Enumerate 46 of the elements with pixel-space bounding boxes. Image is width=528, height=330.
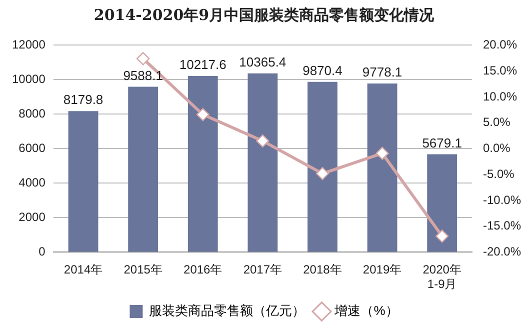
y-tick-label: 6000	[18, 141, 46, 156]
y-tick-label: 4000	[18, 176, 46, 190]
y2-tick-label: -5.0%	[482, 166, 515, 181]
x-tick-label: 2014年	[64, 262, 103, 277]
bar	[308, 82, 338, 252]
y2-tick-label: -10.0%	[482, 192, 522, 207]
chart-title: 2014-2020年9月中国服装类商品零售额变化情况	[92, 6, 436, 25]
point	[196, 108, 210, 122]
legend-label: 服装类商品零售额（亿元）	[149, 303, 306, 318]
bar	[188, 76, 218, 252]
y-tick-label: 0	[38, 244, 46, 259]
data-label: 9778.1	[362, 64, 402, 80]
y2-tick-label: -20.0%	[482, 244, 522, 259]
y2-tick-label: 0.0%	[482, 141, 511, 156]
point	[435, 230, 449, 243]
y2-tick-label: 10.0%	[482, 89, 518, 104]
y2-tick-label: 15.0%	[482, 63, 518, 78]
y-tick-label: 10000	[12, 72, 46, 86]
x-tick-label: 2017年	[243, 262, 282, 277]
data-label: 9588.1	[123, 68, 163, 83]
x-tick-label: 2019年	[362, 262, 402, 277]
bar	[427, 154, 458, 252]
y-tick-label: 8000	[18, 106, 46, 121]
point	[256, 134, 270, 148]
x-tick-label: 2016年	[184, 262, 222, 277]
legend-label: 增速（%）	[334, 303, 398, 318]
y-tick-label: 12000	[12, 38, 46, 52]
x-tick-label: 2018年	[303, 262, 342, 277]
bar	[128, 86, 158, 252]
data-label: 8179.8	[63, 92, 104, 108]
x-tick-label: 2020年 1-9月	[422, 262, 462, 292]
point	[136, 52, 150, 66]
bar	[248, 73, 278, 252]
data-label: 10217.6	[179, 57, 226, 72]
point	[316, 166, 330, 180]
data-label: 10365.4	[239, 54, 286, 70]
y2-tick-label: 20.0%	[482, 38, 518, 52]
data-label: 9870.4	[302, 63, 342, 78]
y2-tick-label: -15.0%	[482, 218, 522, 233]
data-label: 5679.1	[422, 135, 462, 150]
bar	[367, 84, 398, 252]
point	[376, 146, 389, 160]
bar	[68, 111, 98, 252]
y-tick-label: 2000	[18, 210, 46, 224]
y2-tick-label: 5.0%	[482, 115, 511, 130]
x-tick-label: 2015年	[124, 262, 162, 277]
